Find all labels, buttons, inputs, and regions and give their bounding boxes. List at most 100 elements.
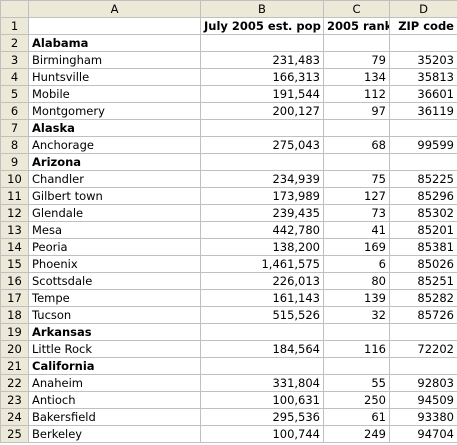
cell-c[interactable]: 139: [323, 289, 390, 307]
row-header[interactable]: 13: [0, 221, 29, 239]
cell-b[interactable]: [200, 357, 324, 375]
row-header[interactable]: 1: [0, 17, 29, 35]
row-header[interactable]: 23: [0, 391, 29, 409]
cell-c[interactable]: [323, 119, 390, 137]
cell-a[interactable]: Little Rock: [28, 340, 201, 358]
row-header[interactable]: 2: [0, 34, 29, 52]
row-header[interactable]: 21: [0, 357, 29, 375]
cell-c[interactable]: 112: [323, 85, 390, 103]
cell-d[interactable]: 35813: [389, 68, 457, 86]
cell-b[interactable]: [200, 119, 324, 137]
cell-b[interactable]: 166,313: [200, 68, 324, 86]
cell-a[interactable]: Mesa: [28, 221, 201, 239]
cell-c[interactable]: 250: [323, 391, 390, 409]
cell-b[interactable]: 138,200: [200, 238, 324, 256]
row-header[interactable]: 15: [0, 255, 29, 273]
cell-c[interactable]: 79: [323, 51, 390, 69]
row-header[interactable]: 11: [0, 187, 29, 205]
cell-c[interactable]: 134: [323, 68, 390, 86]
cell-b[interactable]: 331,804: [200, 374, 324, 392]
cell-a[interactable]: California: [28, 357, 201, 375]
row-header[interactable]: 25: [0, 425, 29, 443]
cell-c[interactable]: 116: [323, 340, 390, 358]
cell-b[interactable]: 200,127: [200, 102, 324, 120]
cell-b[interactable]: 442,780: [200, 221, 324, 239]
cell-b[interactable]: 226,013: [200, 272, 324, 290]
row-header[interactable]: 7: [0, 119, 29, 137]
cell-d[interactable]: 85381: [389, 238, 457, 256]
cell-b[interactable]: 295,536: [200, 408, 324, 426]
row-header[interactable]: 8: [0, 136, 29, 154]
cell-a[interactable]: Tucson: [28, 306, 201, 324]
cell-b[interactable]: 275,043: [200, 136, 324, 154]
cell-a[interactable]: Antioch: [28, 391, 201, 409]
cell-b[interactable]: 161,143: [200, 289, 324, 307]
cell-c[interactable]: 55: [323, 374, 390, 392]
cell-c[interactable]: [323, 153, 390, 171]
cell-d[interactable]: 94704: [389, 425, 457, 443]
cell-b[interactable]: 234,939: [200, 170, 324, 188]
cell-a[interactable]: [28, 17, 201, 35]
cell-a[interactable]: Chandler: [28, 170, 201, 188]
cell-c[interactable]: 97: [323, 102, 390, 120]
row-header[interactable]: 4: [0, 68, 29, 86]
cell-b[interactable]: 100,631: [200, 391, 324, 409]
cell-d[interactable]: 85296: [389, 187, 457, 205]
cell-c[interactable]: 41: [323, 221, 390, 239]
row-header[interactable]: 6: [0, 102, 29, 120]
column-header-d[interactable]: D: [389, 0, 457, 18]
cell-a[interactable]: Arizona: [28, 153, 201, 171]
cell-a[interactable]: Mobile: [28, 85, 201, 103]
select-all-corner[interactable]: [0, 0, 29, 18]
cell-b[interactable]: [200, 153, 324, 171]
cell-d[interactable]: 85251: [389, 272, 457, 290]
cell-c[interactable]: 169: [323, 238, 390, 256]
cell-d[interactable]: 99599: [389, 136, 457, 154]
cell-c[interactable]: 2005 rank: [323, 17, 390, 35]
cell-c[interactable]: [323, 323, 390, 341]
cell-d[interactable]: ZIP code: [389, 17, 457, 35]
cell-b[interactable]: [200, 323, 324, 341]
row-header[interactable]: 16: [0, 272, 29, 290]
cell-a[interactable]: Gilbert town: [28, 187, 201, 205]
cell-c[interactable]: 32: [323, 306, 390, 324]
row-header[interactable]: 18: [0, 306, 29, 324]
cell-b[interactable]: July 2005 est. pop: [200, 17, 324, 35]
column-header-b[interactable]: B: [200, 0, 324, 18]
cell-b[interactable]: 239,435: [200, 204, 324, 222]
cell-c[interactable]: 80: [323, 272, 390, 290]
cell-c[interactable]: [323, 34, 390, 52]
cell-a[interactable]: Phoenix: [28, 255, 201, 273]
cell-a[interactable]: Montgomery: [28, 102, 201, 120]
cell-d[interactable]: [389, 119, 457, 137]
cell-c[interactable]: 73: [323, 204, 390, 222]
cell-a[interactable]: Anaheim: [28, 374, 201, 392]
cell-c[interactable]: 75: [323, 170, 390, 188]
cell-a[interactable]: Alaska: [28, 119, 201, 137]
cell-d[interactable]: 85302: [389, 204, 457, 222]
cell-b[interactable]: 100,744: [200, 425, 324, 443]
cell-c[interactable]: 6: [323, 255, 390, 273]
cell-c[interactable]: 127: [323, 187, 390, 205]
cell-c[interactable]: 68: [323, 136, 390, 154]
cell-d[interactable]: 85026: [389, 255, 457, 273]
cell-d[interactable]: 72202: [389, 340, 457, 358]
row-header[interactable]: 14: [0, 238, 29, 256]
cell-b[interactable]: [200, 34, 324, 52]
cell-a[interactable]: Huntsville: [28, 68, 201, 86]
cell-c[interactable]: 61: [323, 408, 390, 426]
row-header[interactable]: 3: [0, 51, 29, 69]
cell-d[interactable]: [389, 323, 457, 341]
cell-a[interactable]: Scottsdale: [28, 272, 201, 290]
cell-a[interactable]: Arkansas: [28, 323, 201, 341]
cell-a[interactable]: Bakersfield: [28, 408, 201, 426]
cell-c[interactable]: [323, 357, 390, 375]
cell-a[interactable]: Berkeley: [28, 425, 201, 443]
row-header[interactable]: 12: [0, 204, 29, 222]
cell-d[interactable]: 92803: [389, 374, 457, 392]
cell-d[interactable]: 85225: [389, 170, 457, 188]
cell-b[interactable]: 231,483: [200, 51, 324, 69]
cell-d[interactable]: [389, 357, 457, 375]
cell-a[interactable]: Anchorage: [28, 136, 201, 154]
row-header[interactable]: 20: [0, 340, 29, 358]
